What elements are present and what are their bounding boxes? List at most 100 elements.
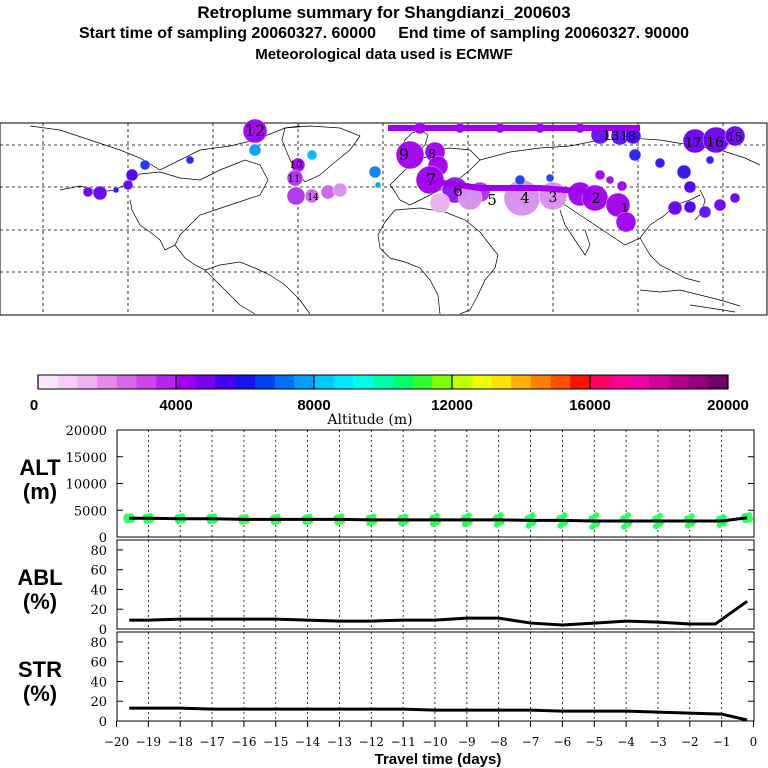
- plume-circle: [545, 173, 555, 183]
- colorbar-cell: [274, 375, 295, 389]
- plume-circle: [112, 186, 120, 194]
- x-tick-label: −4: [617, 735, 635, 749]
- world-map: 12 9 8 76 5 4 3 2 1 13 17 16 15 10 11 14 18: [0, 118, 768, 316]
- y-tick-label: 0: [99, 531, 107, 546]
- plume-number-label: 3: [549, 190, 558, 206]
- colorbar-cell: [235, 375, 256, 389]
- plume-circle: [667, 200, 683, 216]
- colorbar-cell: [116, 375, 138, 389]
- panel-frame: [116, 539, 755, 630]
- alt-series-line: [129, 516, 748, 523]
- colorbar-cell: [609, 375, 630, 389]
- colorbar-tick-label: 16000: [569, 397, 611, 414]
- panel-label: STR: [18, 657, 62, 682]
- y-tick-label: 15000: [66, 451, 107, 466]
- y-tick-label: 10000: [66, 478, 107, 493]
- plume-band: [419, 177, 591, 195]
- x-tick-label: −16: [231, 735, 256, 749]
- plume-number-label: 15: [727, 130, 742, 144]
- plume-number-label: 1: [621, 201, 629, 215]
- panel-label: ALT: [19, 455, 61, 480]
- colorbar-cell: [452, 375, 473, 389]
- x-tick-label: −2: [681, 735, 699, 749]
- colorbar-cell: [314, 375, 335, 389]
- colorbar-cell: [57, 375, 78, 389]
- colorbar-cell: [97, 375, 118, 389]
- plume-number-label: 4: [520, 189, 530, 207]
- plume-circle: [320, 184, 336, 200]
- abl-series-line: [129, 600, 749, 627]
- y-tick-label: 40: [90, 583, 107, 598]
- colorbar-tick-label: 12000: [431, 397, 473, 414]
- plume-circle: [286, 169, 304, 187]
- met-data-subtitle: Meteorological data used is ECMWF: [255, 46, 513, 63]
- x-tick-label: −13: [327, 735, 352, 749]
- colorbar-cell: [530, 375, 552, 389]
- x-tick-label: −14: [295, 735, 321, 749]
- retroplume-clusters: 12 9 8 76 5 4 3 2 1 13 17 16 15 10 11 14 18: [82, 118, 746, 233]
- plume-circle: [248, 143, 262, 157]
- plume-number-label: 9: [399, 145, 409, 164]
- x-tick-label: −10: [422, 735, 447, 749]
- colorbar-cell: [294, 375, 315, 389]
- colorbar-tick-label: 20000: [707, 397, 749, 414]
- plume-circle: [306, 149, 318, 161]
- colorbar-cell: [708, 375, 729, 389]
- colorbar-cell: [373, 375, 394, 389]
- plume-circle: [605, 175, 615, 185]
- colorbar-cell: [570, 375, 591, 389]
- y-tick-label: 20: [90, 695, 107, 710]
- colorbar-cell: [38, 375, 59, 389]
- plume-circle: [514, 174, 526, 186]
- colorbar-cell: [668, 375, 690, 389]
- colorbar-cell: [215, 375, 236, 389]
- plume-number-label: 5: [487, 191, 497, 209]
- altitude-scatter-point: [561, 512, 568, 519]
- plume-circle: [395, 140, 425, 170]
- colorbar-cell: [688, 375, 709, 389]
- y-tick-label: 20: [90, 603, 107, 618]
- chart-title: Retroplume summary for Shangdianzi_20060…: [197, 3, 571, 22]
- x-tick-label: 0: [750, 735, 758, 749]
- plume-circle: [724, 125, 746, 147]
- x-tick-label: −6: [554, 735, 572, 749]
- x-tick-label: −8: [490, 735, 508, 749]
- x-tick-label: −17: [199, 735, 224, 749]
- x-tick-label: −20: [104, 735, 129, 749]
- plume-number-label: 10: [290, 160, 303, 171]
- colorbar-cell: [629, 375, 650, 389]
- panel-str: 80 60 40 20 0 STR(%): [18, 631, 755, 730]
- x-tick-label: −3: [649, 735, 667, 749]
- plume-circle: [368, 165, 382, 179]
- colorbar-cell: [511, 375, 532, 389]
- colorbar-cell: [77, 375, 98, 389]
- plume-number-label: 7: [426, 170, 436, 189]
- plume-circle: [698, 205, 712, 219]
- colorbar-tick-label: 8000: [297, 397, 330, 414]
- panel-abl: 80 60 40 20 0 ABL(%): [17, 539, 755, 638]
- altitude-scatter-point: [402, 513, 409, 520]
- plume-circle: [122, 179, 134, 191]
- plume-circle: [615, 211, 637, 233]
- altitude-scatter-point: [746, 512, 753, 519]
- colorbar-cell: [333, 375, 354, 389]
- plume-circle: [705, 155, 715, 165]
- plume-circle: [242, 118, 268, 144]
- altitude-scatter-point: [497, 512, 504, 519]
- x-tick-label: −12: [359, 735, 384, 749]
- plume-circle: [332, 182, 348, 198]
- plume-circle: [683, 180, 697, 194]
- colorbar-tick-label: 4000: [159, 397, 192, 414]
- plume-circle: [82, 186, 94, 198]
- x-tick-label: −18: [168, 735, 193, 749]
- y-tick-label: 80: [90, 636, 107, 651]
- plume-number-label: 11: [288, 174, 301, 185]
- colorbar-cell: [432, 375, 453, 389]
- altitude-scatter-point: [593, 512, 600, 519]
- plume-circle: [125, 168, 139, 182]
- plume-circle: [729, 192, 741, 204]
- plume-number-label: 16: [706, 135, 724, 151]
- panel-label: (%): [23, 681, 57, 706]
- plume-number-label: 12: [245, 121, 265, 140]
